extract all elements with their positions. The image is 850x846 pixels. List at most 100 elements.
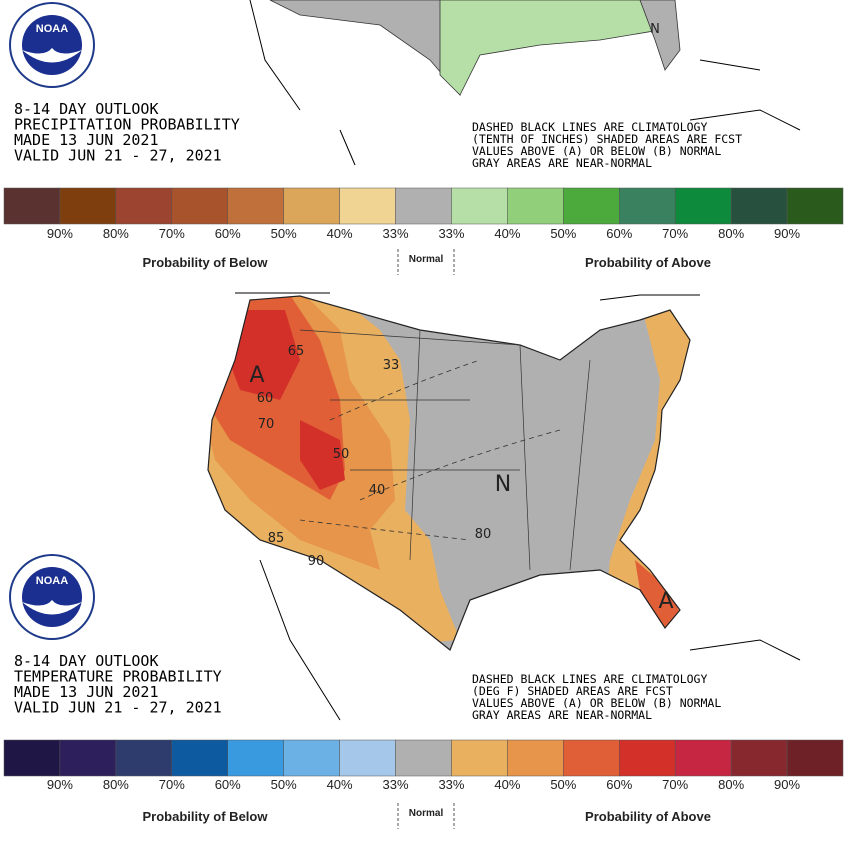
note-line: GRAY AREAS ARE NEAR-NORMAL <box>472 708 652 722</box>
legend-label: 90% <box>774 226 800 241</box>
legend-label: 50% <box>550 226 576 241</box>
legend-swatch <box>730 739 788 777</box>
legend-swatch <box>59 187 117 225</box>
legend-label: 40% <box>327 777 353 792</box>
legend-swatch <box>3 187 61 225</box>
legend-label: 80% <box>718 777 744 792</box>
legend-label: 60% <box>606 226 632 241</box>
legend-swatch <box>395 187 452 225</box>
legend-swatch <box>563 739 620 777</box>
legend-label: 90% <box>47 777 73 792</box>
legend-label: 80% <box>103 226 129 241</box>
map-label: N <box>495 472 511 497</box>
note-line: VALUES ABOVE (A) OR BELOW (B) NORMAL <box>472 144 721 158</box>
title-line: VALID JUN 21 - 27, 2021 <box>14 147 222 165</box>
legend-normal: Normal <box>409 254 444 265</box>
legend-swatch <box>227 187 284 225</box>
title-line: MADE 13 JUN 2021 <box>14 131 159 149</box>
legend-label: 90% <box>47 226 73 241</box>
legend-label: 40% <box>494 226 520 241</box>
legend-swatch <box>619 187 676 225</box>
note-line: (DEG F) SHADED AREAS ARE FCST <box>472 684 673 698</box>
legend-swatch <box>283 739 340 777</box>
legend-label: 50% <box>271 226 297 241</box>
note-line: (TENTH OF INCHES) SHADED AREAS ARE FCST <box>472 132 742 146</box>
noaa-logo <box>9 2 95 88</box>
legend-swatch <box>115 187 173 225</box>
legend-below: Probability of Below <box>143 255 269 270</box>
legend-label: 50% <box>271 777 297 792</box>
legend-label: 33% <box>438 777 464 792</box>
legend-normal: Normal <box>409 808 444 819</box>
legend-swatch <box>507 187 564 225</box>
legend-label: 40% <box>494 777 520 792</box>
legend-below: Probability of Below <box>143 809 269 824</box>
title-line: PRECIPITATION PROBABILITY <box>14 116 240 134</box>
map-label: N <box>650 22 660 37</box>
map-label: A <box>658 589 673 614</box>
legend-swatch <box>507 739 564 777</box>
legend-label: 70% <box>159 777 185 792</box>
legend-label: 33% <box>438 226 464 241</box>
legend-label: 80% <box>103 777 129 792</box>
map-label: 50 <box>333 447 350 462</box>
title-line: 8-14 DAY OUTLOOK <box>14 652 159 670</box>
legend-above: Probability of Above <box>585 255 711 270</box>
precip-map <box>249 0 801 166</box>
map-label: 90 <box>308 554 325 569</box>
legend-swatch <box>451 187 508 225</box>
map-label: 65 <box>288 344 305 359</box>
legend-swatch <box>451 739 508 777</box>
map-label: 40 <box>369 483 386 498</box>
legend-swatch <box>619 739 676 777</box>
noaa-logo <box>9 554 95 640</box>
legend-swatch <box>339 739 396 777</box>
note-line: GRAY AREAS ARE NEAR-NORMAL <box>472 156 652 170</box>
legend-swatch <box>227 739 284 777</box>
legend-swatch <box>3 739 61 777</box>
title-line: VALID JUN 21 - 27, 2021 <box>14 699 222 717</box>
map-label: 60 <box>257 391 274 406</box>
legend-label: 40% <box>327 226 353 241</box>
legend-swatch <box>786 739 844 777</box>
note-line: DASHED BLACK LINES ARE CLIMATOLOGY <box>472 672 707 686</box>
legend-swatch <box>786 187 844 225</box>
legend-swatch <box>339 187 396 225</box>
legend-swatch <box>563 187 620 225</box>
legend-label: 60% <box>215 777 241 792</box>
title-line: 8-14 DAY OUTLOOK <box>14 100 159 118</box>
map-label: 85 <box>268 531 285 546</box>
legend-label: 60% <box>215 226 241 241</box>
map-label: A <box>249 363 264 388</box>
title-line: MADE 13 JUN 2021 <box>14 683 159 701</box>
legend-swatch <box>283 187 340 225</box>
map-label: 70 <box>258 417 275 432</box>
legend-swatch <box>674 187 732 225</box>
map-label: 80 <box>475 527 492 542</box>
legend-label: 70% <box>662 777 688 792</box>
legend-label: 70% <box>159 226 185 241</box>
legend-swatch <box>171 187 228 225</box>
title-line: TEMPERATURE PROBABILITY <box>14 668 222 686</box>
legend-swatch <box>59 739 117 777</box>
legend-label: 70% <box>662 226 688 241</box>
legend-label: 80% <box>718 226 744 241</box>
note-line: VALUES ABOVE (A) OR BELOW (B) NORMAL <box>472 696 721 710</box>
legend-swatch <box>395 739 452 777</box>
legend-label: 90% <box>774 777 800 792</box>
legend-label: 50% <box>550 777 576 792</box>
legend-above: Probability of Above <box>585 809 711 824</box>
legend-label: 33% <box>383 777 409 792</box>
legend-swatch <box>171 739 228 777</box>
note-line: DASHED BLACK LINES ARE CLIMATOLOGY <box>472 120 707 134</box>
legend-swatch <box>730 187 788 225</box>
logo-text: NOAA <box>36 23 68 35</box>
legend-swatch <box>674 739 732 777</box>
legend-label: 60% <box>606 777 632 792</box>
legend-label: 33% <box>383 226 409 241</box>
legend-swatch <box>115 739 173 777</box>
logo-text: NOAA <box>36 575 68 587</box>
map-label: 33 <box>383 358 400 373</box>
